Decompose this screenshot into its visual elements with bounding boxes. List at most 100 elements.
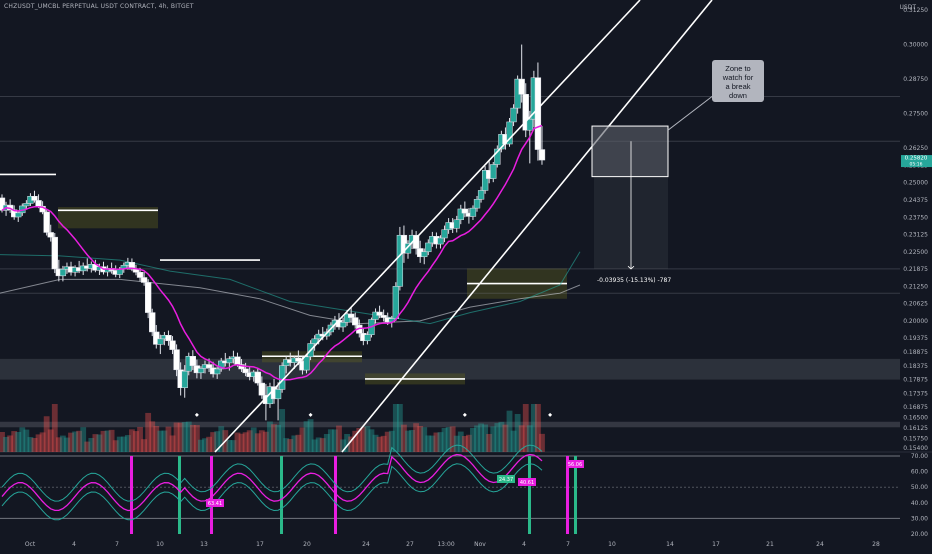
- volume-bar: [461, 436, 468, 452]
- channel-upper-line: [214, 0, 641, 453]
- price-tick: 0.15400: [903, 445, 928, 452]
- volume-bar: [303, 421, 310, 452]
- time-tick: 24: [816, 541, 824, 548]
- signal-bar: [178, 456, 181, 534]
- volume-bar: [181, 422, 188, 452]
- time-tick: 24: [362, 541, 370, 548]
- volume-bar: [120, 436, 127, 452]
- volume-bar: [60, 435, 66, 452]
- candle-body: [128, 262, 136, 270]
- volume-bar: [202, 438, 208, 452]
- price-tick: 0.16875: [903, 404, 928, 411]
- price-tick: 0.24375: [903, 197, 928, 204]
- channel-lower-line: [341, 0, 713, 453]
- price-tick: 0.23125: [903, 232, 928, 239]
- order-block-zone: [58, 207, 158, 229]
- volume-bar: [31, 438, 38, 452]
- candle-body: [453, 219, 460, 229]
- volume-bar: [376, 436, 383, 452]
- price-tick: 0.21875: [903, 266, 928, 273]
- volume-bar: [315, 437, 322, 452]
- candle-body: [15, 212, 22, 218]
- volume-bar: [47, 429, 54, 452]
- volume-bar: [55, 437, 62, 452]
- time-tick: 4: [522, 541, 526, 548]
- signal-bar: [566, 456, 569, 534]
- candle-body: [35, 200, 42, 207]
- volume-bar: [100, 430, 107, 452]
- price-tick: 0.15750: [903, 435, 928, 442]
- volume-bar: [157, 430, 164, 452]
- volume-bar: [506, 410, 513, 452]
- volume-bar: [149, 421, 156, 452]
- volume-bar: [214, 431, 221, 452]
- volume-bar: [445, 427, 452, 452]
- volume-bar: [340, 439, 346, 452]
- price-tick: 0.17875: [903, 377, 928, 384]
- osc-tick: 50.00: [911, 484, 928, 491]
- measure-label: -0.03935 (-15.13%) -787: [597, 277, 671, 284]
- osc-upper-band: [1, 444, 543, 502]
- volume-bar: [405, 430, 411, 452]
- candle-body: [343, 313, 351, 323]
- candle-body: [226, 358, 233, 364]
- candle-body: [218, 360, 225, 370]
- candle-body: [136, 271, 144, 278]
- volume-bar: [514, 414, 521, 452]
- volume-bar: [429, 435, 436, 452]
- price-tick: 0.17375: [903, 390, 928, 397]
- candle-body: [494, 148, 501, 165]
- candle-body: [352, 317, 359, 326]
- candle-body: [518, 78, 525, 95]
- volume-bar: [449, 426, 456, 452]
- time-tick: Nov: [474, 541, 486, 548]
- price-tick: 0.20000: [903, 318, 928, 325]
- volume-bar: [388, 430, 395, 452]
- volume-bar: [437, 432, 444, 452]
- osc-tag-label: 40.61: [520, 480, 534, 486]
- volume-bar: [68, 432, 74, 452]
- price-tick: 0.23750: [903, 214, 928, 221]
- last-price-tag: [901, 155, 932, 168]
- volume-bar: [283, 438, 290, 452]
- volume-bar: [27, 437, 34, 452]
- osc-tag-label: 24.37: [499, 477, 513, 483]
- volume-bar: [307, 419, 314, 452]
- volume-bar: [336, 425, 342, 452]
- osc-tick: 40.00: [911, 500, 928, 507]
- osc-tag-label: 56.06: [568, 462, 582, 468]
- volume-bar: [441, 428, 448, 452]
- breakdown-zone-box: [591, 125, 669, 178]
- osc-tick: 30.00: [911, 515, 928, 522]
- volume-bar: [396, 404, 403, 452]
- volume-bar: [457, 431, 464, 452]
- volume-bar: [267, 421, 273, 452]
- candle-body: [348, 313, 355, 318]
- candle-body: [197, 368, 205, 374]
- volume-bar: [510, 430, 517, 452]
- volume-bar: [218, 426, 225, 452]
- volume-bar: [413, 423, 420, 452]
- volume-bar: [96, 434, 103, 452]
- volume-bar: [364, 426, 371, 452]
- candle-body: [510, 107, 517, 123]
- annotation-box: [712, 60, 764, 102]
- osc-tick: 70.00: [911, 453, 928, 460]
- envelope-line: [0, 251, 581, 325]
- candle-body: [506, 121, 513, 145]
- volume-bar: [137, 426, 143, 452]
- volume-bar: [169, 435, 176, 452]
- volume-bar: [372, 434, 379, 452]
- volume-bar: [104, 430, 111, 452]
- candle-body: [145, 282, 152, 313]
- candle-body: [376, 311, 383, 316]
- candle-body: [189, 356, 196, 366]
- time-tick: 20: [303, 541, 311, 548]
- volume-bar: [145, 412, 152, 452]
- candle-body: [477, 190, 485, 200]
- candle-body: [214, 368, 221, 375]
- candle-body: [396, 234, 404, 287]
